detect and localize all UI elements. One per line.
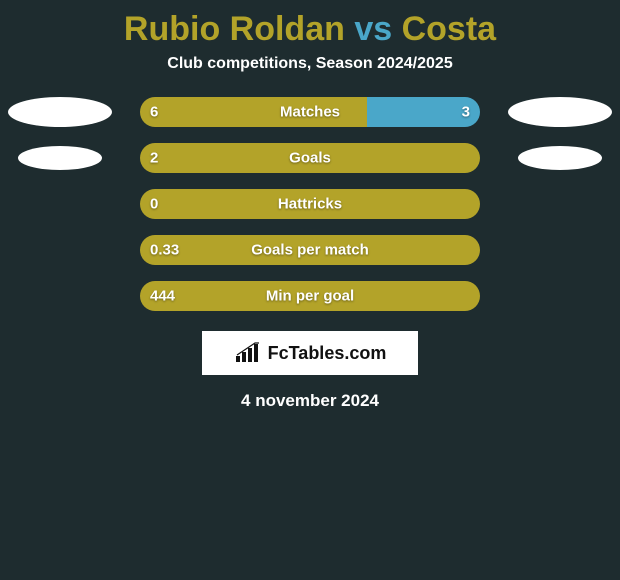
stat-row: 6 Matches 3: [0, 97, 620, 127]
stat-value-right: 3: [462, 104, 470, 121]
page-title: Rubio Roldan vs Costa: [0, 0, 620, 55]
weight-bubble-left: [8, 97, 112, 127]
stat-row: 0.33 Goals per match: [0, 235, 620, 265]
vs-label: vs: [354, 10, 392, 48]
source-badge: FcTables.com: [202, 331, 418, 375]
bar-track: 0.33 Goals per match: [140, 235, 480, 265]
stat-row: 0 Hattricks: [0, 189, 620, 219]
stat-label: Goals: [289, 150, 331, 167]
chart-icon: [234, 342, 262, 364]
subtitle: Club competitions, Season 2024/2025: [0, 55, 620, 73]
bar-track: 0 Hattricks: [140, 189, 480, 219]
stat-label: Matches: [280, 104, 340, 121]
player2-name: Costa: [402, 10, 496, 48]
stat-row: 2 Goals: [0, 143, 620, 173]
stat-value-left: 0: [150, 196, 158, 213]
stat-value-left: 0.33: [150, 242, 179, 259]
weight-bubble-right: [518, 146, 602, 170]
stat-label: Goals per match: [251, 242, 369, 259]
weight-bubble-left: [18, 146, 102, 170]
stat-value-left: 6: [150, 104, 158, 121]
player1-name: Rubio Roldan: [124, 10, 345, 48]
stats-container: 6 Matches 3 2 Goals 0 Hattricks 0.33 Goals per m…: [0, 97, 620, 311]
bar-track: 6 Matches 3: [140, 97, 480, 127]
stat-value-left: 2: [150, 150, 158, 167]
bar-track: 2 Goals: [140, 143, 480, 173]
weight-bubble-right: [508, 97, 612, 127]
stat-value-left: 444: [150, 288, 175, 305]
stat-row: 444 Min per goal: [0, 281, 620, 311]
stat-label: Min per goal: [266, 288, 354, 305]
stat-label: Hattricks: [278, 196, 342, 213]
bar-track: 444 Min per goal: [140, 281, 480, 311]
badge-text: FcTables.com: [268, 343, 387, 364]
date-label: 4 november 2024: [0, 391, 620, 411]
